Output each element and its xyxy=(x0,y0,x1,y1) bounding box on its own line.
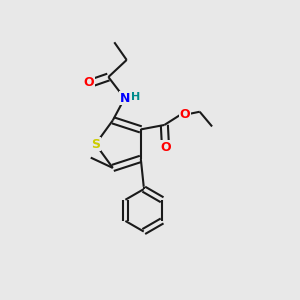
Text: O: O xyxy=(160,141,171,154)
Text: O: O xyxy=(179,108,190,121)
Text: N: N xyxy=(119,92,130,105)
Text: H: H xyxy=(131,92,140,102)
Text: O: O xyxy=(83,76,94,89)
Text: S: S xyxy=(91,138,100,151)
